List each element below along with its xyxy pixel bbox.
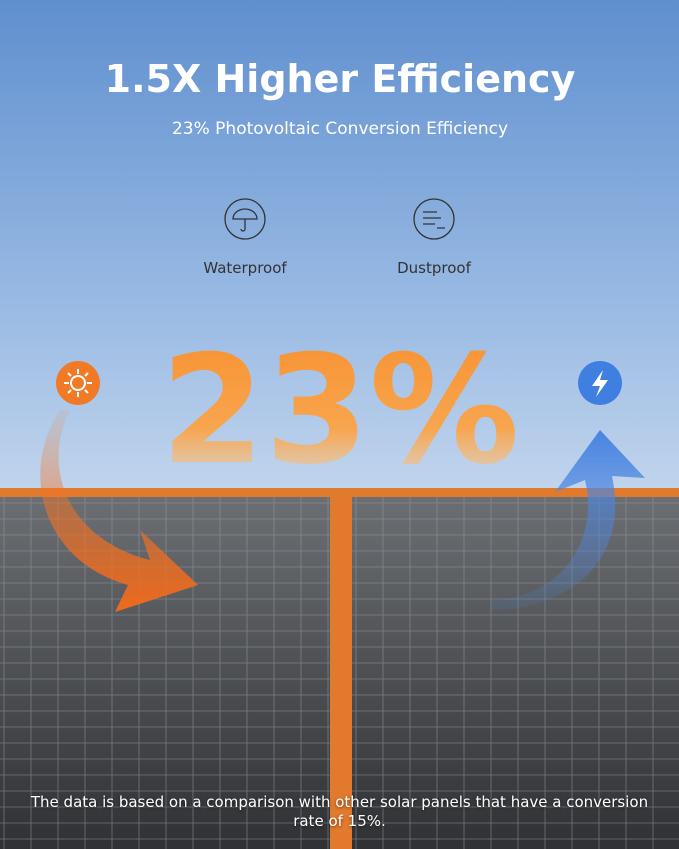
title: 1.5X Higher Efficiency (105, 57, 576, 101)
blue-arrow (490, 430, 645, 610)
panel-cells (0, 497, 679, 849)
footnote: The data is based on a comparison with o… (30, 793, 649, 830)
waterproof-icon (224, 198, 266, 240)
feature-label: Dustproof (397, 259, 471, 277)
dustproof-icon (413, 198, 455, 240)
sun-icon (56, 361, 100, 405)
solar-panel (352, 497, 679, 849)
highlight-number: 23% (160, 324, 519, 498)
subtitle: 23% Photovoltaic Conversion Efficiency (172, 119, 508, 139)
feature-label: Waterproof (203, 259, 287, 277)
power-icon (578, 361, 622, 405)
orange-arrow (40, 410, 198, 612)
